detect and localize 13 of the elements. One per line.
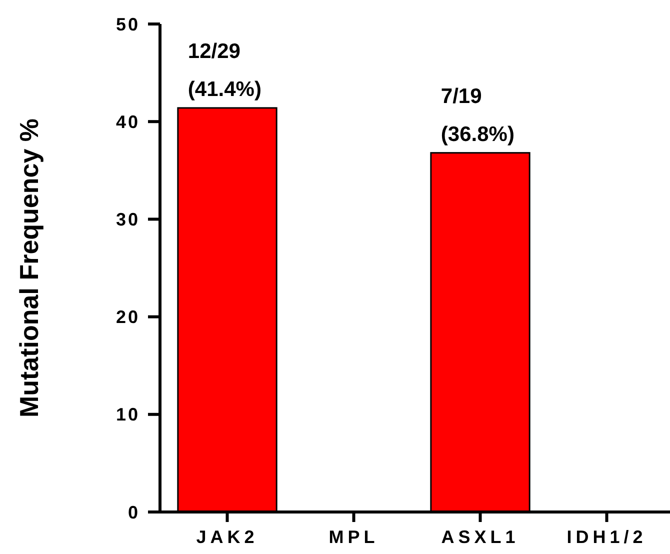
y-axis-title: Mutational Frequency % [14,118,44,418]
data-label: 7/19 (36.8%) [440,84,514,146]
x-tick-label: ASXL1 [441,527,520,547]
data-label: 12/29 (41.4%) [188,40,262,101]
x-tick-label: MPL [328,527,379,547]
y-tick-label: 40 [116,112,140,132]
y-tick-label: 20 [116,307,140,328]
y-tick-label: 30 [116,210,140,230]
y-tick-label: 10 [116,404,140,425]
y-tick-label: 0 [128,502,140,522]
x-tick-label: JAK2 [196,527,258,547]
y-tick-label: 50 [116,14,140,34]
x-tick-label: IDH1/2 [566,527,647,547]
